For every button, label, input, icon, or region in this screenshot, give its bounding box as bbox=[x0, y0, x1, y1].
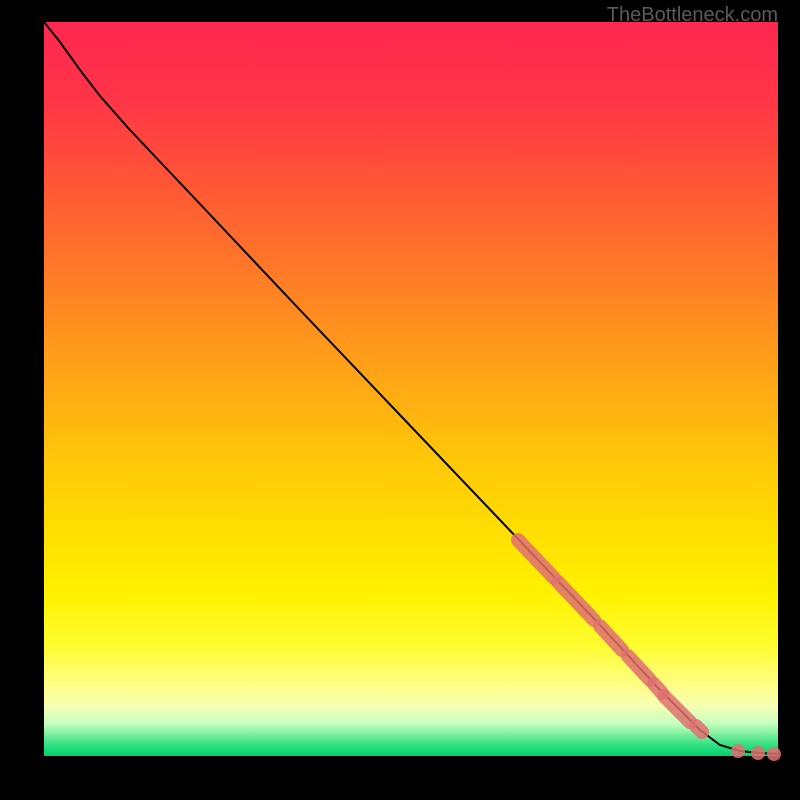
data-markers bbox=[518, 540, 702, 732]
watermark-text: TheBottleneck.com bbox=[607, 4, 778, 27]
chart-overlay bbox=[0, 0, 800, 800]
bottleneck-curve bbox=[44, 22, 778, 754]
data-dots bbox=[731, 744, 781, 761]
